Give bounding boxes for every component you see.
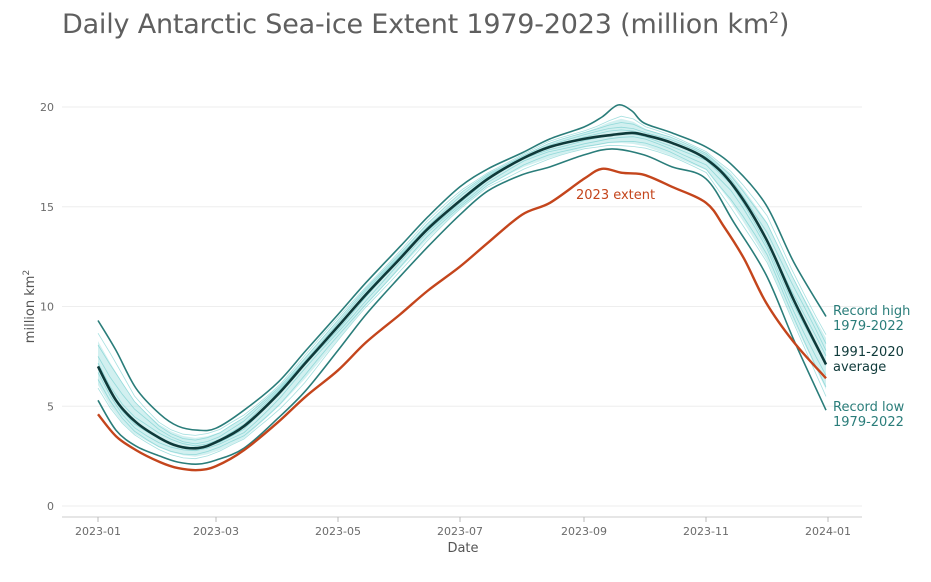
x-tick-2023-07: 2023-07 (437, 525, 483, 538)
label-record-low: Record low 1979-2022 (833, 400, 905, 430)
label-2023-extent: 2023 extent (576, 188, 655, 203)
x-tick-2023-09: 2023-09 (561, 525, 607, 538)
chart-title-close: ) (778, 9, 790, 40)
y-axis-label: million km2 (22, 270, 38, 343)
series-line-2023 (97, 167, 827, 472)
label-2023-extent-line: 2023 extent (576, 188, 655, 203)
label-record-high: Record high 1979-2022 (833, 304, 910, 334)
y-tick-0: 0 (47, 500, 54, 513)
series-line-average (96, 131, 828, 450)
series-line-record-low (97, 148, 827, 465)
historical-band (97, 115, 827, 460)
historical-year-line (97, 122, 827, 441)
label-record-low-line: 1979-2022 (833, 415, 904, 430)
y-tick-10: 10 (40, 301, 54, 314)
x-tick-2023-03: 2023-03 (193, 525, 239, 538)
x-tick-2023-11: 2023-11 (683, 525, 729, 538)
grid-lines (62, 106, 862, 507)
historical-year-line (97, 136, 827, 452)
label-average: 1991-2020 average (833, 345, 904, 375)
historical-year-line (97, 144, 827, 460)
chart-title: Daily Antarctic Sea-ice Extent 1979-2023… (62, 8, 789, 40)
chart-title-sup: 2 (768, 8, 779, 27)
y-tick-20: 20 (40, 101, 54, 114)
label-average-line: 1991-2020 (833, 345, 904, 360)
series-lines (96, 104, 828, 472)
series-line-record-high (97, 104, 827, 432)
label-record-low-line: Record low (833, 400, 905, 415)
x-axis: 2023-01 2023-03 2023-05 2023-07 2023-09 2023-… (62, 516, 862, 538)
label-average-line: average (833, 360, 886, 375)
x-axis-label: Date (447, 541, 478, 556)
y-tick-5: 5 (47, 400, 54, 413)
x-tick-2023-01: 2023-01 (75, 525, 121, 538)
y-axis-label-text: million km (23, 276, 38, 344)
x-tick-2024-01: 2024-01 (805, 525, 851, 538)
y-tick-15: 15 (40, 201, 54, 214)
label-record-high-line: Record high (833, 304, 910, 319)
x-tick-2023-05: 2023-05 (315, 525, 361, 538)
historical-year-line (97, 115, 827, 436)
y-axis-label-sup: 2 (22, 270, 32, 276)
historical-year-line (97, 140, 827, 456)
historical-year-line (97, 126, 827, 445)
chart-title-text: Daily Antarctic Sea-ice Extent 1979-2023… (62, 9, 769, 40)
label-record-high-line: 1979-2022 (833, 319, 904, 334)
y-tick-labels: 0 5 10 15 20 (40, 101, 54, 513)
